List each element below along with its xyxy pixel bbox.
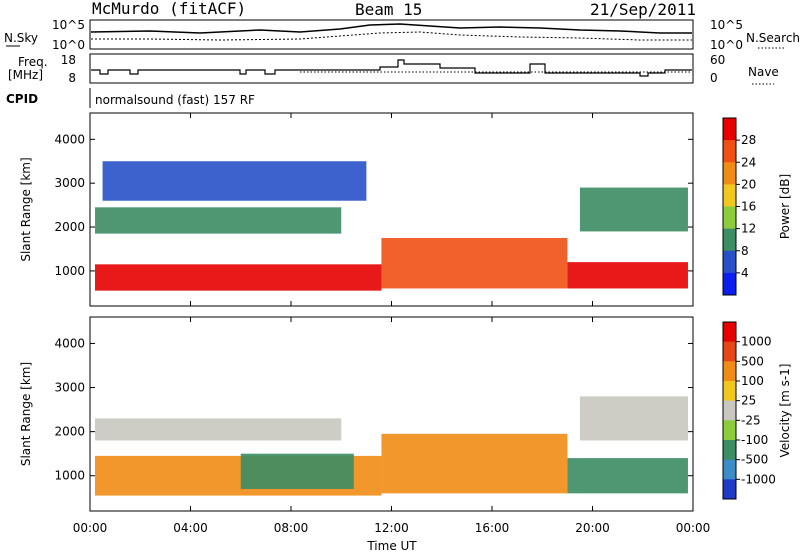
sky-tick-low: 10^0 (52, 38, 85, 52)
power-ytick-label: 2000 (54, 220, 85, 234)
sky-tick-high: 10^5 (52, 18, 85, 32)
power-colorbar-segment (723, 118, 736, 141)
velocity-colorbar-segment (723, 479, 736, 500)
power-colorbar-label: Power [dB] (778, 174, 792, 239)
velocity-ytick-label: 3000 (54, 381, 85, 395)
nave-tick-low: 0 (710, 71, 718, 85)
velocity-colorbar-tick-label: 25 (741, 394, 756, 408)
search-tick-high: 10^5 (710, 18, 743, 32)
velocity-panel: 1000 2000 3000 4000 Slant Range [km] (19, 316, 694, 512)
nsky-label: N.Sky (4, 31, 38, 45)
time-tick-label: 00:00 (73, 521, 108, 535)
velocity-colorbar-tick-label: -500 (741, 453, 768, 467)
time-tick-label: 04:00 (173, 521, 208, 535)
nave-label: Nave (748, 65, 779, 79)
velocity-colorbar-segment (723, 322, 736, 343)
time-tick-label: 08:00 (274, 521, 309, 535)
power-colorbar-segment (723, 272, 736, 296)
power-colorbar-segment (723, 250, 736, 274)
freq-label: Freq. (18, 55, 48, 69)
freq-nave-panel: Freq. [MHz] 18 8 60 0 Nave (8, 53, 779, 85)
station-title: McMurdo (fitACF) (92, 0, 246, 18)
power-echo-region (579, 187, 688, 232)
time-tick-label: 12:00 (374, 521, 409, 535)
velocity-echo-region (381, 433, 568, 494)
time-tick-label: 20:00 (575, 521, 610, 535)
time-tick-label: 00:00 (676, 521, 711, 535)
velocity-colorbar-tick-label: -25 (741, 413, 761, 427)
nave-tick-high: 60 (710, 53, 725, 67)
freq-unit-label: [MHz] (8, 68, 43, 82)
power-colorbar-tick-label: 28 (741, 133, 756, 147)
nsearch-label: N.Search (746, 31, 800, 45)
power-colorbar-tick-label: 16 (741, 200, 756, 214)
power-echo-region (381, 238, 568, 289)
velocity-colorbar-tick-label: -100 (741, 433, 768, 447)
power-ytick-label: 1000 (54, 264, 85, 278)
velocity-echo-region (240, 453, 354, 489)
velocity-colorbar-tick-label: -1000 (741, 472, 776, 486)
freq-tick-high: 18 (61, 53, 76, 67)
velocity-ylabel: Slant Range [km] (19, 362, 33, 466)
time-tick-label: 16:00 (475, 521, 510, 535)
power-colorbar-tick-label: 20 (741, 177, 756, 191)
velocity-colorbar-segment (723, 420, 736, 441)
velocity-colorbar-tick-label: 500 (741, 354, 764, 368)
velocity-ytick-label: 4000 (54, 336, 85, 350)
power-colorbar-tick-label: 4 (741, 266, 749, 280)
power-ytick-label: 3000 (54, 176, 85, 190)
velocity-colorbar-frame (722, 321, 737, 500)
cpid-value: normalsound (fast) 157 RF (95, 93, 255, 107)
velocity-echo-region (579, 396, 688, 441)
beam-title: Beam 15 (355, 0, 422, 19)
velocity-ytick-label: 1000 (54, 469, 85, 483)
power-echo-region (567, 262, 688, 289)
freq-tick-low: 8 (68, 71, 76, 85)
power-echo-region (95, 264, 382, 291)
power-colorbar-segment (723, 184, 736, 207)
power-colorbar-tick-label: 24 (741, 155, 756, 169)
power-colorbar-segment (723, 162, 736, 185)
power-colorbar-tick-label: 12 (741, 222, 756, 236)
power-panel: 1000 2000 3000 4000 Slant Range [km] (19, 112, 694, 307)
velocity-echo-region (567, 458, 688, 494)
velocity-ytick-label: 2000 (54, 425, 85, 439)
velocity-colorbar-segment (723, 341, 736, 362)
power-colorbar-segment (723, 206, 736, 230)
power-ytick-label: 4000 (54, 132, 85, 146)
sky-search-panel: N.Sky 10^5 10^0 10^5 10^0 N.Search (4, 18, 800, 52)
time-axis: 00:00 04:00 08:00 12:00 16:00 20:00 00:00 (73, 521, 711, 535)
power-echo-region (95, 207, 342, 234)
power-ylabel: Slant Range [km] (19, 157, 33, 261)
velocity-colorbar-segment (723, 400, 736, 421)
date-title: 21/Sep/2011 (590, 0, 696, 19)
velocity-colorbar-segment (723, 381, 736, 402)
power-colorbar-segment (723, 140, 736, 163)
time-axis-label: Time UT (366, 539, 417, 553)
power-colorbar-tick-label: 8 (741, 244, 749, 258)
power-echo-region (102, 161, 367, 201)
search-tick-low: 10^0 (710, 38, 743, 52)
velocity-colorbar-segment (723, 440, 736, 461)
power-colorbar: 4 8 12 16 20 24 28 Power [dB] (722, 117, 792, 296)
velocity-echo-region (95, 418, 342, 441)
cpid-label: CPID (6, 92, 38, 106)
velocity-colorbar-tick-label: 1000 (741, 335, 772, 349)
velocity-colorbar-segment (723, 459, 736, 480)
velocity-colorbar-tick-label: 100 (741, 374, 764, 388)
velocity-colorbar-label: Velocity [m s-1] (778, 364, 792, 458)
velocity-colorbar-segment (723, 361, 736, 382)
power-colorbar-segment (723, 228, 736, 252)
